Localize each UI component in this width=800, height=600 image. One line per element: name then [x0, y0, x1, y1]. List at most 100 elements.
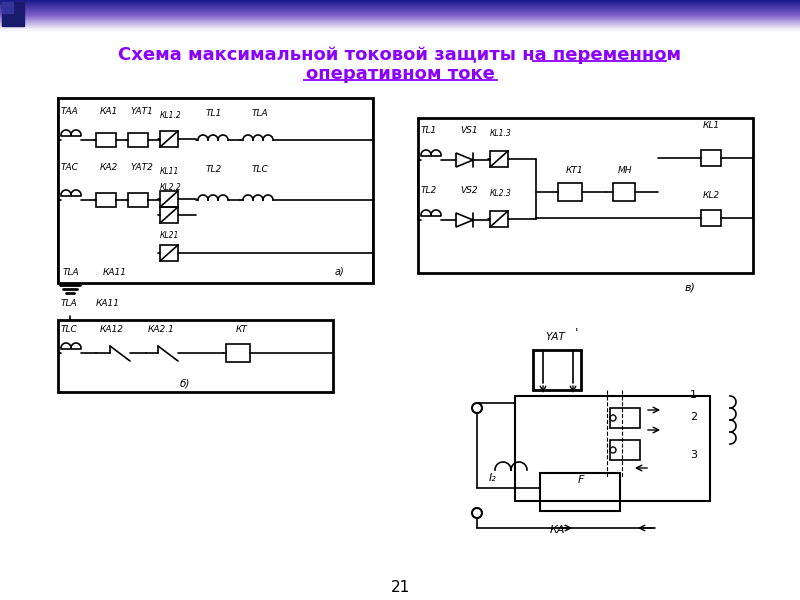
Bar [128, 193, 148, 207]
Text: КТ1: КТ1 [566, 166, 584, 175]
Text: МН: МН [618, 166, 633, 175]
Bar [96, 193, 116, 207]
Bar [540, 473, 620, 511]
Text: ТАС: ТАС [61, 163, 79, 172]
Bar [0, 6, 800, 7]
Text: КА11: КА11 [96, 299, 120, 308]
Bar [533, 350, 581, 390]
Bar [0, 17, 800, 18]
Text: КА11: КА11 [103, 268, 127, 277]
Bar [0, 7, 800, 8]
Text: ТL2: ТL2 [421, 186, 438, 195]
Text: КА12: КА12 [100, 325, 124, 334]
Bar [0, 28, 800, 29]
Text: F: F [578, 475, 584, 485]
Text: ТLC: ТLC [252, 165, 269, 174]
Bar [701, 210, 721, 226]
Text: КL1.2: КL1.2 [160, 111, 182, 120]
Text: ': ' [575, 327, 578, 340]
Bar [0, 12, 800, 13]
Text: Схема максимальной токовой защиты на переменном: Схема максимальной токовой защиты на пер… [118, 46, 682, 64]
Bar [0, 4, 800, 5]
Bar [558, 183, 582, 201]
Bar [58, 320, 333, 392]
Bar [2, 2, 13, 13]
Bar [128, 133, 148, 147]
Bar [0, 25, 800, 26]
Bar [0, 8, 800, 9]
Bar [490, 211, 508, 227]
Text: КL2.2: КL2.2 [160, 183, 182, 192]
Text: I₂: I₂ [489, 473, 497, 483]
Text: КА1: КА1 [100, 107, 118, 116]
Bar [0, 15, 800, 16]
Bar [610, 440, 640, 460]
Bar [0, 10, 800, 11]
Bar [0, 0, 800, 1]
Bar [0, 2, 800, 3]
Bar [160, 191, 178, 207]
Text: ТLА: ТLА [252, 109, 269, 118]
Bar [58, 98, 373, 283]
Text: КL2: КL2 [703, 191, 720, 200]
Text: КL2.3: КL2.3 [490, 189, 512, 198]
Text: 1: 1 [690, 390, 697, 400]
Bar [0, 29, 800, 30]
Bar [0, 16, 800, 17]
Bar [490, 151, 508, 167]
Text: КL1.3: КL1.3 [490, 129, 512, 138]
Bar [0, 5, 800, 6]
Bar [0, 3, 800, 4]
Bar [0, 22, 800, 23]
Text: КL1: КL1 [703, 121, 720, 130]
Bar [0, 11, 800, 12]
Bar [0, 19, 800, 20]
Text: ТLА: ТLА [63, 268, 80, 277]
Text: ТL1: ТL1 [421, 126, 438, 135]
Bar [226, 344, 250, 362]
Text: оперативном токе: оперативном токе [306, 65, 494, 83]
Text: а): а) [335, 267, 345, 277]
Text: 3: 3 [690, 450, 697, 460]
Text: КТ: КТ [236, 325, 248, 334]
Bar [160, 245, 178, 261]
Bar [0, 1, 800, 2]
Text: YАТ1: YАТ1 [130, 107, 153, 116]
Text: ТАА: ТАА [61, 107, 78, 116]
Text: КА: КА [550, 525, 566, 535]
Bar [0, 13, 800, 14]
Bar [701, 150, 721, 166]
Text: VS2: VS2 [460, 186, 478, 195]
Bar [0, 21, 800, 22]
Bar [418, 118, 753, 273]
Bar [0, 14, 800, 15]
Bar [0, 24, 800, 25]
Bar [0, 27, 800, 28]
Bar [0, 20, 800, 21]
Bar [613, 183, 635, 201]
Text: 2: 2 [690, 412, 697, 422]
Bar [0, 23, 800, 24]
Bar [0, 26, 800, 27]
Text: ТLC: ТLC [61, 325, 78, 334]
Bar [160, 207, 178, 223]
Text: VS1: VS1 [460, 126, 478, 135]
Text: ТL1: ТL1 [206, 109, 222, 118]
Text: ТL2: ТL2 [206, 165, 222, 174]
Text: 21: 21 [390, 581, 410, 595]
Bar [96, 133, 116, 147]
Text: YАТ: YАТ [545, 332, 565, 342]
Text: КА2.1: КА2.1 [148, 325, 175, 334]
Text: КL11: КL11 [160, 167, 179, 176]
Text: КL21: КL21 [160, 231, 179, 240]
Text: ТLА: ТLА [61, 299, 78, 308]
Bar [610, 408, 640, 428]
Bar [0, 9, 800, 10]
Bar [0, 18, 800, 19]
Text: КА2: КА2 [100, 163, 118, 172]
Bar [2, 2, 24, 26]
Text: б): б) [180, 378, 190, 388]
Bar [515, 396, 710, 501]
Text: в): в) [685, 283, 696, 293]
Bar [160, 131, 178, 147]
